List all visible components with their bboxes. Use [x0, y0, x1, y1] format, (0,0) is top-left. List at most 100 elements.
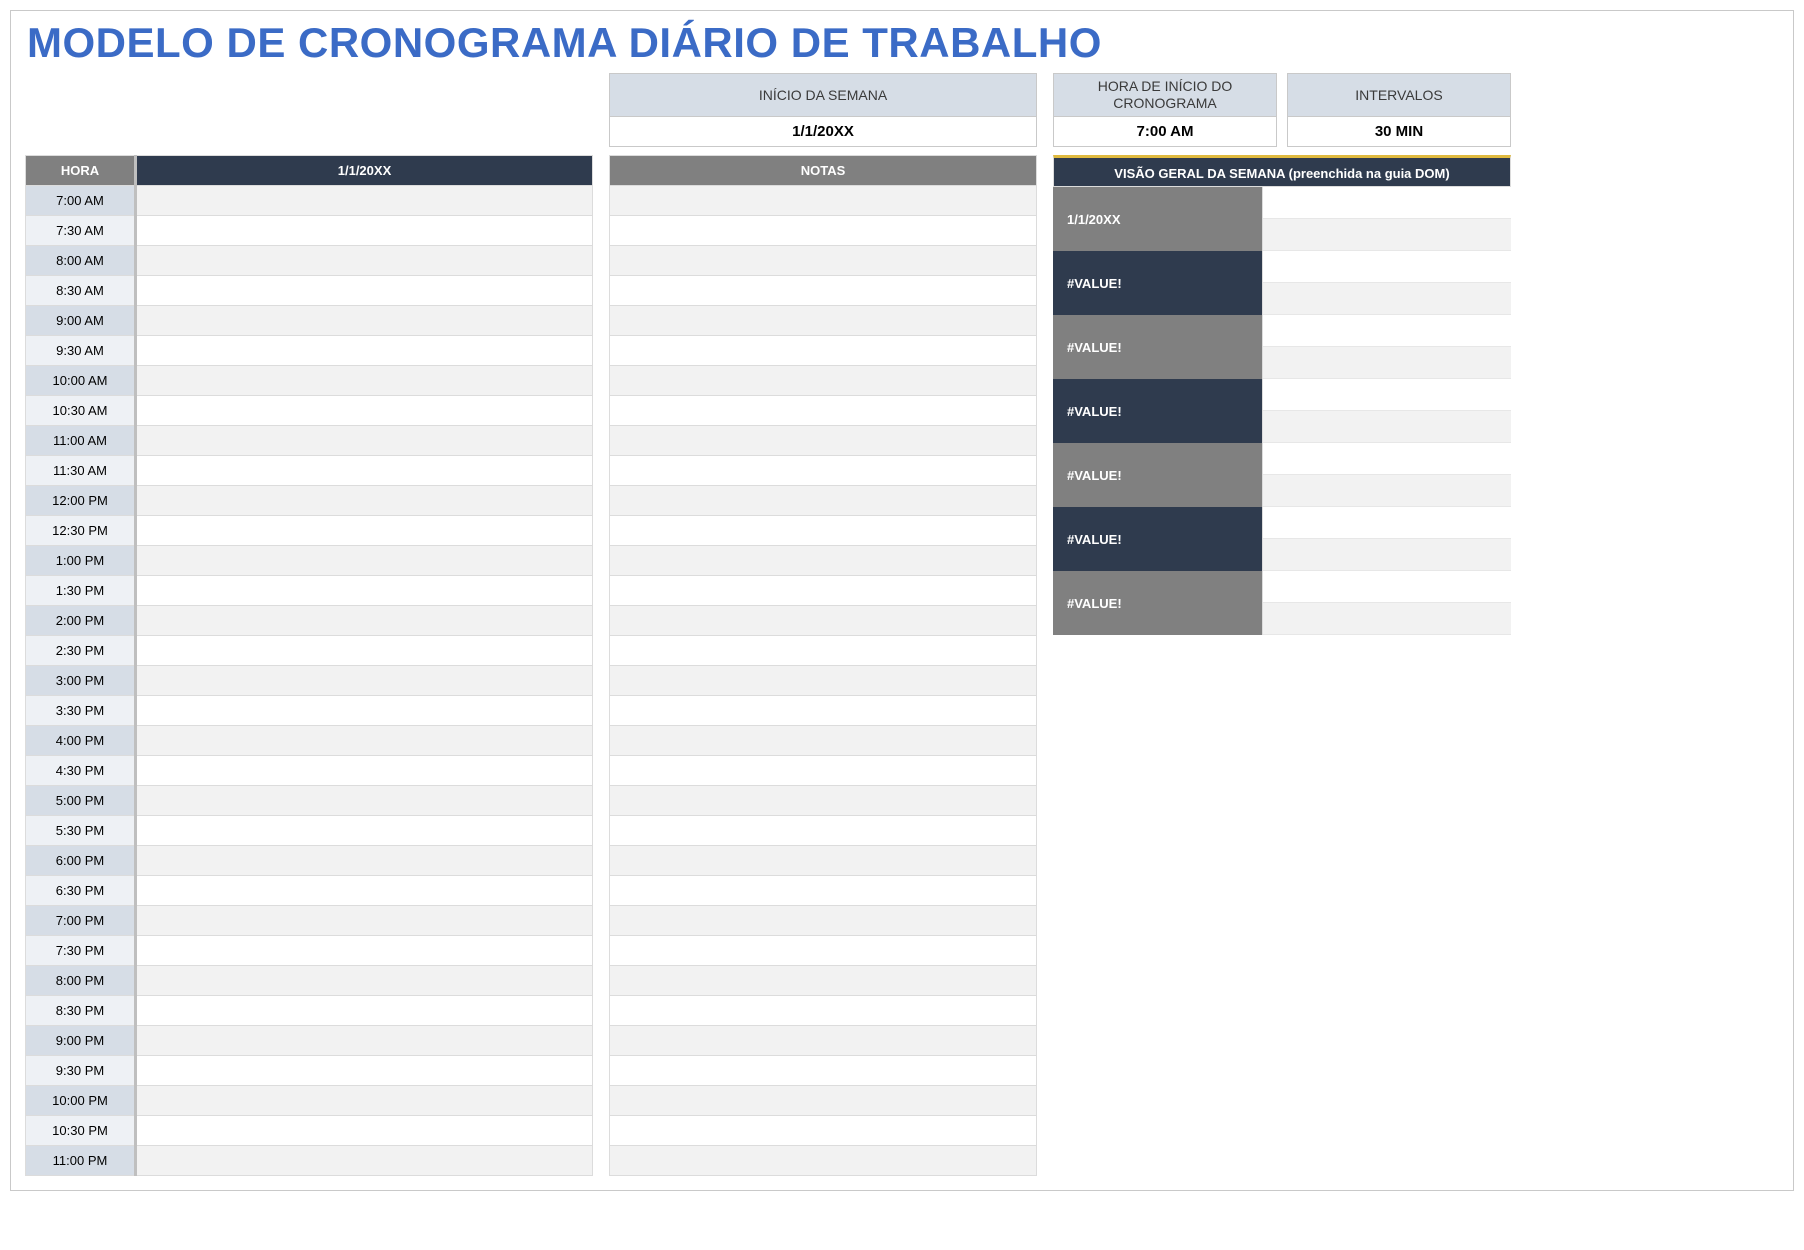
note-cell[interactable]: [610, 726, 1037, 756]
schedule-cell[interactable]: [136, 366, 593, 396]
week-cell[interactable]: [1263, 379, 1511, 411]
note-cell[interactable]: [610, 546, 1037, 576]
note-cell[interactable]: [610, 876, 1037, 906]
note-cell[interactable]: [610, 486, 1037, 516]
note-cell[interactable]: [610, 186, 1037, 216]
schedule-cell[interactable]: [136, 846, 593, 876]
control-intervals-value[interactable]: 30 MIN: [1287, 117, 1511, 147]
schedule-cell[interactable]: [136, 546, 593, 576]
note-cell[interactable]: [610, 246, 1037, 276]
schedule-cell[interactable]: [136, 636, 593, 666]
note-cell[interactable]: [610, 1116, 1037, 1146]
note-cell[interactable]: [610, 786, 1037, 816]
schedule-row: 9:30 PM: [26, 1056, 593, 1086]
note-cell[interactable]: [610, 1056, 1037, 1086]
week-cell[interactable]: [1263, 219, 1511, 251]
control-week-start-value[interactable]: 1/1/20XX: [609, 117, 1037, 147]
note-cell[interactable]: [610, 1026, 1037, 1056]
schedule-cell[interactable]: [136, 786, 593, 816]
schedule-cell[interactable]: [136, 246, 593, 276]
note-cell[interactable]: [610, 996, 1037, 1026]
note-cell[interactable]: [610, 426, 1037, 456]
week-cell[interactable]: [1263, 507, 1511, 539]
control-schedule-start-value[interactable]: 7:00 AM: [1053, 117, 1277, 147]
schedule-cell[interactable]: [136, 216, 593, 246]
week-cell[interactable]: [1263, 283, 1511, 315]
note-cell[interactable]: [610, 396, 1037, 426]
note-cell[interactable]: [610, 966, 1037, 996]
schedule-row: 10:30 PM: [26, 1116, 593, 1146]
schedule-cell[interactable]: [136, 576, 593, 606]
schedule-cell[interactable]: [136, 426, 593, 456]
schedule-row: 10:00 PM: [26, 1086, 593, 1116]
schedule-cell[interactable]: [136, 966, 593, 996]
time-cell: 5:30 PM: [26, 816, 136, 846]
schedule-cell[interactable]: [136, 306, 593, 336]
week-cell[interactable]: [1263, 347, 1511, 379]
note-cell[interactable]: [610, 816, 1037, 846]
note-cell[interactable]: [610, 576, 1037, 606]
week-cell[interactable]: [1263, 603, 1511, 635]
schedule-header-hour: HORA: [26, 156, 136, 186]
schedule-cell[interactable]: [136, 696, 593, 726]
schedule-cell[interactable]: [136, 606, 593, 636]
schedule-cell[interactable]: [136, 666, 593, 696]
note-cell[interactable]: [610, 906, 1037, 936]
notes-row: [610, 816, 1037, 846]
note-cell[interactable]: [610, 306, 1037, 336]
week-overview-header: VISÃO GERAL DA SEMANA (preenchida na gui…: [1053, 155, 1511, 187]
week-cell[interactable]: [1263, 187, 1511, 219]
schedule-row: 4:00 PM: [26, 726, 593, 756]
week-cell[interactable]: [1263, 315, 1511, 347]
week-cell[interactable]: [1263, 571, 1511, 603]
note-cell[interactable]: [610, 216, 1037, 246]
week-cell[interactable]: [1263, 539, 1511, 571]
note-cell[interactable]: [610, 846, 1037, 876]
schedule-cell[interactable]: [136, 396, 593, 426]
schedule-cell[interactable]: [136, 516, 593, 546]
week-cell[interactable]: [1263, 411, 1511, 443]
time-cell: 7:30 AM: [26, 216, 136, 246]
note-cell[interactable]: [610, 606, 1037, 636]
schedule-cell[interactable]: [136, 456, 593, 486]
note-cell[interactable]: [610, 936, 1037, 966]
week-overview: VISÃO GERAL DA SEMANA (preenchida na gui…: [1053, 155, 1511, 635]
note-cell[interactable]: [610, 666, 1037, 696]
note-cell[interactable]: [610, 636, 1037, 666]
notes-row: [610, 606, 1037, 636]
schedule-cell[interactable]: [136, 906, 593, 936]
schedule-cell[interactable]: [136, 486, 593, 516]
schedule-cell[interactable]: [136, 726, 593, 756]
schedule-cell[interactable]: [136, 816, 593, 846]
schedule-cell[interactable]: [136, 996, 593, 1026]
schedule-cell[interactable]: [136, 1056, 593, 1086]
note-cell[interactable]: [610, 1086, 1037, 1116]
note-cell[interactable]: [610, 756, 1037, 786]
note-cell[interactable]: [610, 366, 1037, 396]
schedule-cell[interactable]: [136, 876, 593, 906]
note-cell[interactable]: [610, 1146, 1037, 1176]
week-cell[interactable]: [1263, 475, 1511, 507]
time-cell: 11:00 AM: [26, 426, 136, 456]
schedule-cell[interactable]: [136, 756, 593, 786]
schedule-cell[interactable]: [136, 936, 593, 966]
week-row: #VALUE!: [1053, 251, 1511, 315]
note-cell[interactable]: [610, 276, 1037, 306]
schedule-cell[interactable]: [136, 276, 593, 306]
note-cell[interactable]: [610, 336, 1037, 366]
notes-row: [610, 876, 1037, 906]
schedule-cell[interactable]: [136, 1086, 593, 1116]
schedule-cell[interactable]: [136, 186, 593, 216]
week-row: #VALUE!: [1053, 315, 1511, 379]
schedule-cell[interactable]: [136, 336, 593, 366]
schedule-cell[interactable]: [136, 1146, 593, 1176]
note-cell[interactable]: [610, 456, 1037, 486]
schedule-cell[interactable]: [136, 1116, 593, 1146]
week-cell[interactable]: [1263, 443, 1511, 475]
week-cell[interactable]: [1263, 251, 1511, 283]
time-cell: 5:00 PM: [26, 786, 136, 816]
note-cell[interactable]: [610, 516, 1037, 546]
note-cell[interactable]: [610, 696, 1037, 726]
schedule-cell[interactable]: [136, 1026, 593, 1056]
notes-row: [610, 186, 1037, 216]
